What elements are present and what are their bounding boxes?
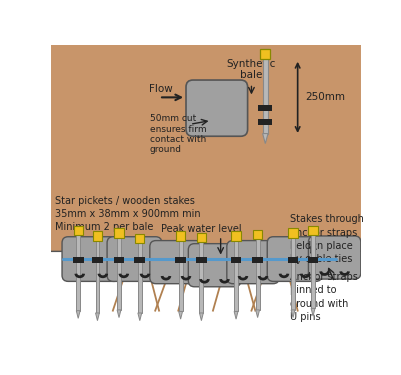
FancyBboxPatch shape [107,237,161,281]
Bar [73,257,83,263]
Bar [310,226,314,308]
Bar [258,119,271,125]
FancyBboxPatch shape [267,237,321,281]
Bar [113,257,124,263]
Bar [199,233,203,313]
Bar [262,49,267,134]
Polygon shape [199,313,203,321]
Text: Peak water level: Peak water level [161,224,241,234]
Bar [93,231,102,241]
Text: Star pickets / wooden stakes
35mm x 38mm x 900mm min
Minimum 2 per bale: Star pickets / wooden stakes 35mm x 38mm… [55,196,200,232]
Bar [178,231,182,311]
Polygon shape [310,308,314,316]
Polygon shape [51,45,360,265]
Bar [255,230,259,310]
Bar [290,228,294,310]
Bar [196,257,206,263]
Bar [76,226,80,310]
Bar [252,230,261,239]
Bar [117,228,121,310]
Bar [251,257,262,263]
Bar [135,234,144,243]
Polygon shape [76,310,80,318]
FancyBboxPatch shape [150,241,202,284]
FancyBboxPatch shape [188,244,240,287]
Bar [230,257,241,263]
FancyBboxPatch shape [226,241,278,284]
Bar [258,105,271,111]
Bar [95,231,99,313]
Bar [287,257,298,263]
Bar [92,257,103,263]
Bar [288,228,297,237]
Text: Stakes through
anchor straps
held in place
by cable ties: Stakes through anchor straps held in pla… [289,214,363,264]
Bar [233,231,237,311]
Bar [260,49,269,59]
Bar [73,226,83,235]
Polygon shape [178,311,182,319]
Polygon shape [255,310,259,318]
Bar [114,228,124,237]
Bar [175,257,186,263]
Bar [307,257,318,263]
Bar [231,231,240,241]
Text: 50mm cut
ensures firm
contact with
ground: 50mm cut ensures firm contact with groun… [150,114,206,154]
Bar [176,231,185,241]
Polygon shape [262,134,267,144]
Bar [134,257,145,263]
Bar [138,234,142,313]
Bar [142,53,265,134]
Bar [308,226,317,235]
Text: Synthetic
bale: Synthetic bale [226,59,275,81]
Polygon shape [117,310,121,318]
FancyBboxPatch shape [62,237,120,281]
Polygon shape [138,313,142,321]
Polygon shape [290,310,294,318]
FancyBboxPatch shape [308,236,360,279]
FancyBboxPatch shape [186,80,247,136]
Text: Flow: Flow [149,84,172,94]
Bar [196,233,205,242]
Text: Anchor straps
pinned to
ground with
U pins: Anchor straps pinned to ground with U pi… [289,272,357,322]
Polygon shape [233,311,237,319]
Text: 250mm: 250mm [305,92,344,102]
Polygon shape [95,313,99,321]
